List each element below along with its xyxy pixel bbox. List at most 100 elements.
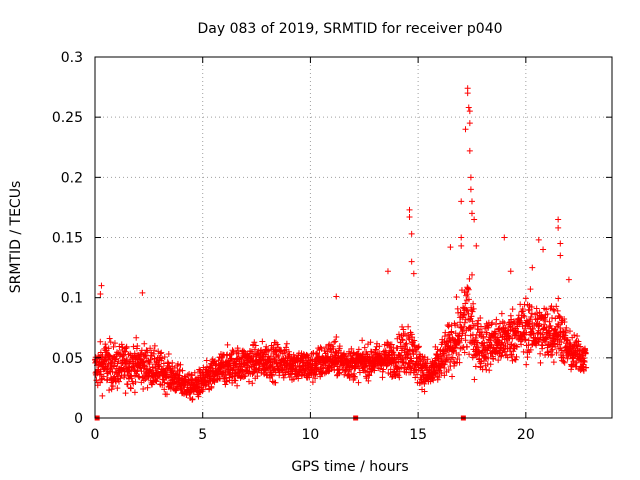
x-tick-label: 10 (302, 427, 320, 443)
data-point (399, 337, 406, 344)
data-point (445, 366, 452, 373)
data-point (527, 314, 534, 321)
data-point (122, 348, 129, 355)
data-point (421, 380, 428, 387)
data-point (467, 174, 474, 181)
data-point (232, 377, 239, 384)
data-point (386, 351, 393, 358)
data-point (114, 385, 121, 392)
data-point (230, 348, 237, 355)
data-point (118, 341, 125, 348)
data-point (482, 325, 489, 332)
data-point (408, 230, 415, 237)
y-tick-label: 0.2 (61, 170, 83, 186)
data-point (462, 300, 469, 307)
data-point (164, 359, 171, 366)
data-point (465, 296, 472, 303)
data-point (97, 291, 104, 298)
data-point (384, 268, 391, 275)
data-point (97, 368, 104, 375)
data-point (131, 389, 138, 396)
data-point (376, 365, 383, 372)
data-point (462, 126, 469, 133)
data-point (119, 344, 126, 351)
data-point (502, 324, 509, 331)
data-point (535, 236, 542, 243)
data-point (459, 344, 466, 351)
data-point (522, 295, 529, 302)
data-point (461, 349, 468, 356)
data-point (434, 376, 441, 383)
data-point (110, 343, 117, 350)
data-point (351, 374, 358, 381)
x-tick-label: 0 (91, 427, 100, 443)
data-point (96, 371, 103, 378)
data-point (252, 342, 259, 349)
data-point (474, 344, 481, 351)
data-point (557, 324, 564, 331)
data-point (245, 378, 252, 385)
data-point (251, 339, 258, 346)
data-point (151, 342, 158, 349)
data-point (413, 348, 420, 355)
data-point (554, 307, 561, 314)
data-point (449, 373, 456, 380)
data-point (543, 306, 550, 313)
data-point (467, 186, 474, 193)
data-point (380, 366, 387, 373)
data-point (493, 348, 500, 355)
data-points (92, 85, 590, 403)
data-point (549, 346, 556, 353)
data-point (561, 359, 568, 366)
y-tick-label: 0.25 (52, 110, 83, 126)
data-point (402, 341, 409, 348)
data-point (539, 342, 546, 349)
data-point (571, 332, 578, 339)
data-point (564, 336, 571, 343)
data-point (98, 376, 105, 383)
data-point (408, 355, 415, 362)
data-point (285, 348, 292, 355)
data-point (583, 364, 590, 371)
data-point (394, 345, 401, 352)
data-point (128, 375, 135, 382)
data-point (368, 348, 375, 355)
data-point (140, 377, 147, 384)
data-point (466, 316, 473, 323)
data-point (396, 374, 403, 381)
data-point (461, 319, 468, 326)
data-point (376, 343, 383, 350)
x-axis-label: GPS time / hours (291, 459, 408, 475)
data-point (456, 351, 463, 358)
data-point (436, 374, 443, 381)
data-point (490, 355, 497, 362)
data-point (562, 332, 569, 339)
data-point (513, 344, 520, 351)
data-point (460, 323, 467, 330)
data-point (553, 303, 560, 310)
data-point (336, 343, 343, 350)
data-point (122, 390, 129, 397)
data-point (460, 304, 467, 311)
data-point (249, 380, 256, 387)
data-point (523, 361, 530, 368)
data-point (151, 347, 158, 354)
data-point (466, 120, 473, 127)
data-point (550, 306, 557, 313)
data-point (464, 291, 471, 298)
data-point (106, 387, 113, 394)
data-point (501, 234, 508, 241)
data-point (441, 372, 448, 379)
data-point (483, 329, 490, 336)
data-point (273, 353, 280, 360)
data-point (561, 319, 568, 326)
data-point (458, 234, 465, 241)
data-point (405, 323, 412, 330)
data-point (115, 378, 122, 385)
data-point (346, 374, 353, 381)
data-point (555, 321, 562, 328)
data-point (399, 336, 406, 343)
data-point (409, 347, 416, 354)
chart-title: Day 083 of 2019, SRMTID for receiver p04… (197, 21, 502, 37)
data-point (137, 351, 144, 358)
